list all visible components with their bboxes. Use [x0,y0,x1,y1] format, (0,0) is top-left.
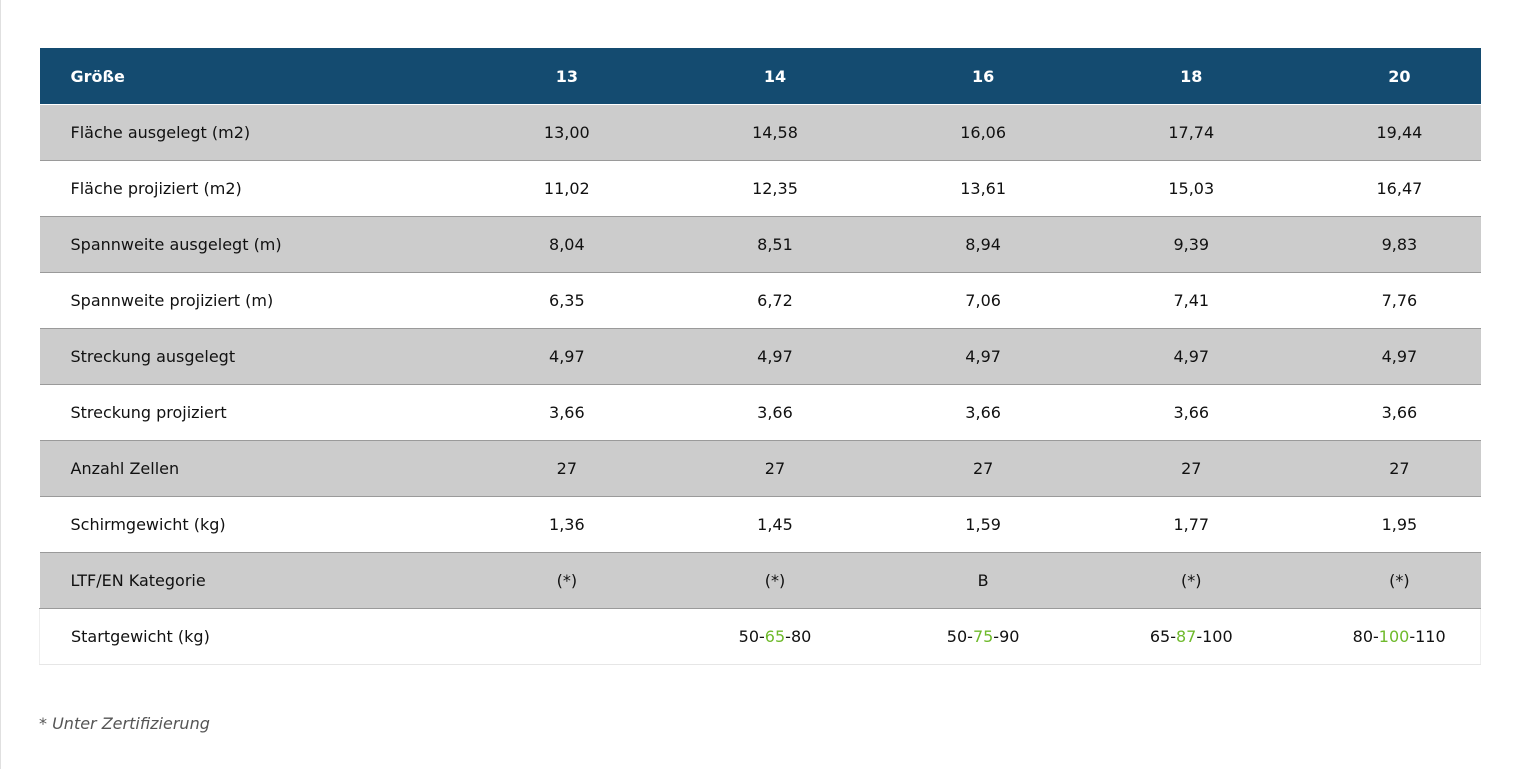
weight-optimal: 87 [1175,627,1197,646]
table-cell: 3,66 [647,384,857,441]
table-cell: 3,66 [856,384,1065,441]
table-cell: (*) [439,552,648,609]
table-cell: 4,97 [439,328,648,385]
row-label: Spannweite projiziert (m) [39,272,440,329]
table-cell: 27 [856,440,1065,497]
weight-range-cell: 65-87-100 [1064,608,1273,665]
weight-separator: - [967,627,973,646]
spec-table: Größe 13 14 16 18 20 Fläche ausgelegt (m… [38,48,1482,665]
table-cell: 16,06 [856,104,1065,161]
weight-separator: - [759,627,765,646]
weight-range-cell: 80-100-110 [1272,608,1482,665]
weight-separator: - [1373,627,1379,646]
table-header-row: Größe 13 14 16 18 20 [39,48,1481,105]
weight-min: 65 [1149,627,1171,646]
table-cell: 8,94 [856,216,1065,273]
table-cell: 27 [439,440,648,497]
table-cell: (*) [1272,552,1481,609]
weight-separator: - [1170,627,1176,646]
weight-separator: - [1196,627,1203,646]
table-cell: B [856,552,1065,609]
table-cell: 16,47 [1272,160,1481,217]
row-label: Fläche projiziert (m2) [39,160,440,217]
weight-optimal: 100 [1378,627,1410,646]
table-cell: 13,61 [856,160,1065,217]
row-label: Anzahl Zellen [39,440,440,497]
weight-separator: - [993,627,1000,646]
table-row: Schirmgewicht (kg) 1,36 1,45 1,59 1,77 1… [39,496,1481,553]
table-cell: 27 [1272,440,1481,497]
table-cell: 4,97 [856,328,1065,385]
header-size: 14 [647,48,857,105]
table-cell: 6,35 [439,272,648,329]
certification-footnote: * Unter Zertifizierung [39,714,210,733]
table-cell: 17,74 [1064,104,1273,161]
table-cell: 14,58 [647,104,857,161]
table-cell: 7,06 [856,272,1065,329]
weight-max: 100 [1202,627,1233,646]
table-cell: 1,59 [856,496,1065,553]
header-label: Größe [39,48,440,105]
table-cell: 15,03 [1064,160,1273,217]
weight-separator: - [785,627,791,646]
table-cell: 19,44 [1272,104,1481,161]
weight-min: 80 [1352,627,1374,646]
table-cell: 4,97 [647,328,857,385]
table-cell: 1,95 [1272,496,1481,553]
table-row: Spannweite projiziert (m) 6,35 6,72 7,06… [39,272,1481,329]
table-row: Streckung projiziert 3,66 3,66 3,66 3,66… [39,384,1481,441]
table-cell: (*) [647,552,857,609]
table-cell: 27 [647,440,857,497]
table-cell: 1,36 [439,496,648,553]
row-label: Fläche ausgelegt (m2) [39,104,440,161]
table-cell: 1,77 [1064,496,1273,553]
table-row: Fläche projiziert (m2) 11,02 12,35 13,61… [39,160,1481,217]
table-cell: 8,04 [439,216,648,273]
table-cell: 7,76 [1272,272,1481,329]
row-label: Schirmgewicht (kg) [39,496,440,553]
weight-range-cell: 50-75-90 [856,608,1065,665]
header-size: 18 [1064,48,1273,105]
row-label: Streckung projiziert [39,384,440,441]
header-size: 16 [856,48,1065,105]
table-cell: 9,39 [1064,216,1273,273]
row-label: Streckung ausgelegt [39,328,440,385]
table-cell: 8,51 [647,216,857,273]
table-cell: 1,45 [647,496,857,553]
table-cell: 3,66 [1064,384,1273,441]
table-cell: 9,83 [1272,216,1481,273]
table-cell: 7,41 [1064,272,1273,329]
weight-optimal: 65 [764,627,786,646]
table-cell: 3,66 [439,384,648,441]
table-row: Fläche ausgelegt (m2) 13,00 14,58 16,06 … [39,104,1481,161]
row-label: Spannweite ausgelegt (m) [39,216,440,273]
table-cell: 4,97 [1064,328,1273,385]
row-label: LTF/EN Kategorie [39,552,440,609]
table-row-weight: Startgewicht (kg) 50-65-80 50-75-90 65-8… [38,608,1482,665]
row-label: Startgewicht (kg) [38,608,440,665]
weight-min: 50 [946,627,968,646]
weight-separator: - [1409,627,1416,646]
weight-range-cell [439,608,648,665]
table-row: Anzahl Zellen 27 27 27 27 27 [39,440,1481,497]
table-cell: 12,35 [647,160,857,217]
weight-max: 80 [790,627,812,646]
table-row: Spannweite ausgelegt (m) 8,04 8,51 8,94 … [39,216,1481,273]
header-size: 20 [1272,48,1481,105]
table-cell: 3,66 [1272,384,1481,441]
table-cell: 27 [1064,440,1273,497]
weight-range-cell: 50-65-80 [647,608,857,665]
weight-max: 110 [1415,627,1446,646]
table-cell: (*) [1064,552,1273,609]
weight-min: 50 [738,627,760,646]
table-cell: 11,02 [439,160,648,217]
header-size: 13 [439,48,648,105]
table-cell: 6,72 [647,272,857,329]
table-cell: 4,97 [1272,328,1481,385]
table-row: LTF/EN Kategorie (*) (*) B (*) (*) [39,552,1481,609]
weight-max: 90 [999,627,1020,646]
weight-optimal: 75 [972,627,994,646]
table-row: Streckung ausgelegt 4,97 4,97 4,97 4,97 … [39,328,1481,385]
table-cell: 13,00 [439,104,648,161]
